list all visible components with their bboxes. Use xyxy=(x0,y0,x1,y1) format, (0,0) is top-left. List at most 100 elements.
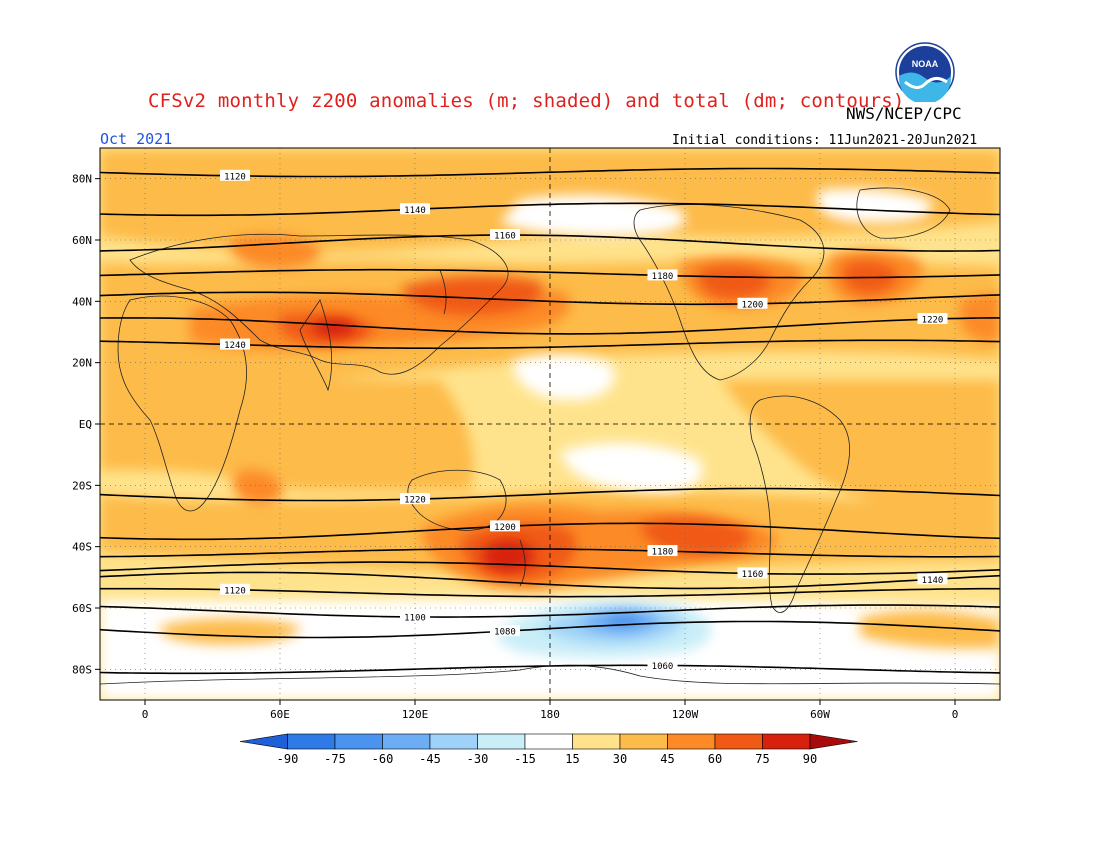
contour-label-text: 1220 xyxy=(404,496,426,506)
contour-label-text: 1100 xyxy=(404,613,426,623)
contour-label: 1120 xyxy=(220,169,250,182)
contour-label-text: 1060 xyxy=(652,662,674,672)
anomaly-region-neutral-greenland xyxy=(817,188,932,223)
colorbar-triangle-left xyxy=(239,733,288,750)
contour-label-text: 1200 xyxy=(742,300,764,310)
contour-line xyxy=(100,268,1000,279)
initial-conditions-label: Initial conditions: 11Jun2021-20Jun2021 xyxy=(672,133,978,148)
colorbar-label: -15 xyxy=(514,752,536,766)
colorbar-cell xyxy=(572,733,621,750)
anomaly-region-africa xyxy=(232,469,284,505)
contour-label-text: 1240 xyxy=(224,341,246,351)
contour-line xyxy=(100,571,1000,590)
contour-line xyxy=(100,202,1000,217)
contour-line xyxy=(100,487,1000,502)
lat-tick-label: 80S xyxy=(72,663,92,676)
anomaly-region-na-core xyxy=(698,265,772,299)
logo-text: NOAA xyxy=(912,59,939,69)
lon-tick-label: 0 xyxy=(142,708,149,721)
lat-tick-label: 80N xyxy=(72,173,92,186)
lon-tick-label: 60W xyxy=(810,708,830,721)
contour-label-text: 1120 xyxy=(224,586,246,596)
anomaly-region-atlantic-east xyxy=(960,292,1000,342)
contour-line xyxy=(100,291,1000,306)
lon-tick-label: 120E xyxy=(402,708,429,721)
contour-line xyxy=(100,620,1000,639)
contour-label: 1160 xyxy=(737,567,768,580)
contour-line xyxy=(100,317,1000,335)
colorbar-label: -60 xyxy=(372,752,394,766)
colorbar-triangle-right xyxy=(809,733,858,750)
contour-label-text: 1160 xyxy=(494,232,516,242)
noaa-logo-icon: NOAA xyxy=(895,42,955,102)
contour-label: 1160 xyxy=(490,229,520,242)
contour-label: 1220 xyxy=(400,493,430,506)
anomaly-region-sh-pos-west xyxy=(159,618,300,645)
colorbar: -90 -75 -60 -45 -30 -15 15 30 45 60 75 90 xyxy=(239,733,858,766)
lat-tick-label: 20S xyxy=(72,479,92,492)
contour-label-text: 1160 xyxy=(742,570,764,580)
contour-label: 1220 xyxy=(917,313,948,326)
colorbar-cell xyxy=(429,733,478,750)
colorbar-cell xyxy=(382,733,431,750)
coast-north-america xyxy=(633,204,825,381)
colorbar-cell xyxy=(619,733,668,750)
figure-title: CFSv2 monthly z200 anomalies (m; shaded)… xyxy=(148,90,905,112)
colorbar-cell xyxy=(334,733,383,750)
anomaly-region-asia-peak xyxy=(312,319,356,337)
contour-line xyxy=(100,664,1000,675)
shading-layer: 1120 1140 1160 1180 1200 1220 1240 1220 1200 1180… xyxy=(100,148,1000,700)
lon-tick-label: 180 xyxy=(540,708,560,721)
lat-tick-label: 60S xyxy=(72,602,92,615)
contour-label: 1120 xyxy=(220,583,250,596)
anomaly-region-neutral-arctic xyxy=(500,195,686,237)
contour-label: 1080 xyxy=(490,625,520,638)
contour-label: 1180 xyxy=(647,545,678,558)
lat-tick-label: 60N xyxy=(72,234,92,247)
colorbar-label: 30 xyxy=(613,752,627,766)
contour-label: 1140 xyxy=(400,203,430,216)
coast-greenland xyxy=(856,187,951,239)
colorbar-label: -75 xyxy=(324,752,346,766)
anomaly-region-swpac-peak xyxy=(482,540,534,572)
anomaly-region-tropics xyxy=(100,380,474,490)
coast-south-america xyxy=(749,395,850,613)
lat-tick-label: 40S xyxy=(72,541,92,554)
colorbar-label: 60 xyxy=(708,752,722,766)
colorbar-label: -30 xyxy=(467,752,489,766)
colorbar-cell xyxy=(762,733,811,750)
contour-label-text: 1180 xyxy=(652,272,674,282)
lat-tick-label: 20N xyxy=(72,357,92,370)
contour-label-text: 1120 xyxy=(224,172,246,182)
lon-tick-label: 120W xyxy=(672,708,699,721)
contour-line xyxy=(100,561,1000,575)
axes: 80N 60N 40N 20N EQ 20S 40S 60S 80S 0 60E 120E 180 120… xyxy=(72,173,958,721)
contour-label: 1140 xyxy=(917,573,948,586)
contour-label-text: 1200 xyxy=(494,523,516,533)
contour-label: 1100 xyxy=(400,610,430,623)
coast-japan xyxy=(439,269,447,315)
anomaly-region-neutral-central-pacific xyxy=(560,442,703,493)
contour-label-text: 1140 xyxy=(922,576,944,586)
contour-line xyxy=(100,522,1000,541)
lat-tick-label: 40N xyxy=(72,295,92,308)
contour-label-text: 1220 xyxy=(922,316,944,326)
anomaly-region-wpac-core xyxy=(400,275,544,315)
colorbar-label: 90 xyxy=(803,752,817,766)
contour-label: 1200 xyxy=(490,520,520,533)
anomaly-region-sh-pos-small xyxy=(860,610,1000,649)
coast-india xyxy=(299,299,333,392)
contour-label: 1200 xyxy=(737,297,768,310)
contour-label-text: 1080 xyxy=(494,628,516,638)
lon-tick-label: 60E xyxy=(270,708,290,721)
contour-label-text: 1140 xyxy=(404,206,426,216)
contour-label: 1060 xyxy=(647,659,678,672)
contour-label: 1180 xyxy=(647,269,678,282)
contours: 1120 1140 1160 1180 1200 1220 1240 1220 1200 1180… xyxy=(100,167,1000,675)
lon-tick-label: 0 xyxy=(952,708,959,721)
lat-tick-label: EQ xyxy=(79,418,92,431)
colorbar-cell xyxy=(524,733,573,750)
contour-label-text: 1180 xyxy=(652,548,674,558)
